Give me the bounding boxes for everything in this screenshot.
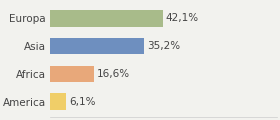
Text: 6,1%: 6,1%	[69, 97, 95, 107]
Text: 35,2%: 35,2%	[147, 41, 180, 51]
Bar	[50, 10, 163, 27]
Bar	[50, 66, 94, 82]
Bar	[50, 93, 66, 110]
Text: 42,1%: 42,1%	[165, 13, 198, 23]
Bar	[50, 38, 144, 54]
Text: 16,6%: 16,6%	[97, 69, 130, 79]
